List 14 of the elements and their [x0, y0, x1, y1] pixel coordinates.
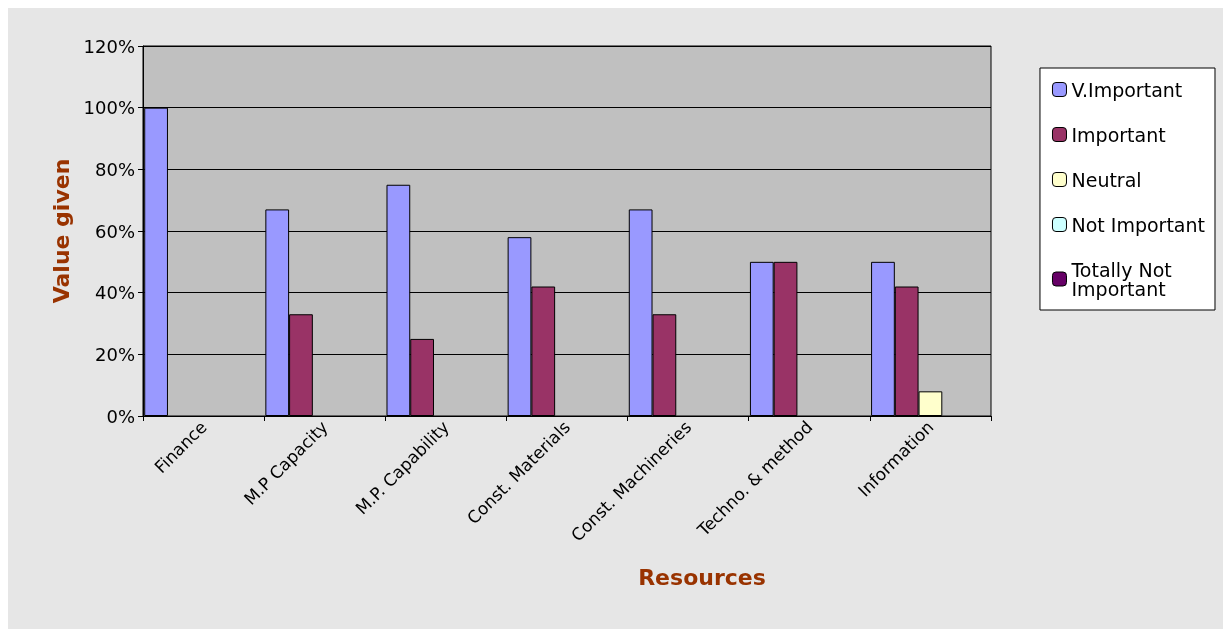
y-tick-label: 20% [94, 343, 135, 365]
y-tick-label: 0% [106, 405, 135, 427]
legend-label: V.Important [1071, 78, 1183, 101]
legend-label: Totally Not Important [1070, 258, 1178, 300]
y-tick-label: 60% [94, 220, 135, 242]
y-tick-label: 120% [83, 35, 135, 57]
legend-label: Neutral [1071, 168, 1142, 191]
x-axis-title: Resources [638, 564, 766, 590]
legend-label: Not Important [1071, 213, 1206, 236]
y-tick-label: 80% [94, 158, 135, 180]
legend-label: Important [1071, 123, 1166, 146]
y-axis-title: Value given [49, 158, 75, 304]
y-tick-label: 40% [94, 282, 135, 304]
y-tick-label: 100% [83, 97, 135, 119]
